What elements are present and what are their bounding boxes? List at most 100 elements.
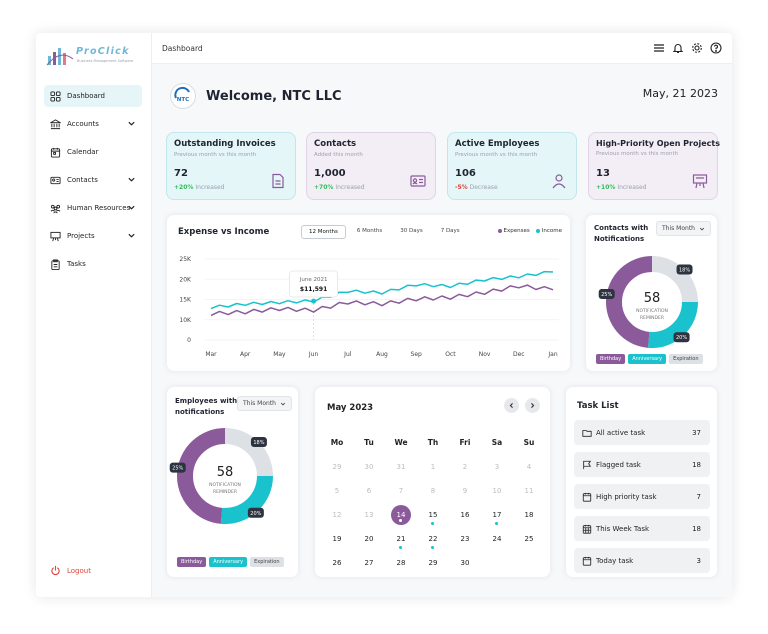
event-dot <box>495 522 498 525</box>
legend-income: Income <box>535 228 562 234</box>
donut-center-label: REMINDER <box>213 489 237 495</box>
task-count: 18 <box>692 460 701 469</box>
calendar-day[interactable]: 18 <box>524 511 534 519</box>
bell-icon[interactable] <box>672 42 684 54</box>
calendar-day[interactable]: 25 <box>524 535 534 543</box>
task-item-this-week[interactable]: This Week Task 18 <box>574 516 710 541</box>
card-change: +20% <box>174 184 194 191</box>
weekday-label: We <box>394 438 408 447</box>
logout-button[interactable]: Logout <box>50 565 91 576</box>
calendar-day[interactable]: 30 <box>460 559 470 567</box>
calendar-day[interactable]: 4 <box>526 463 532 471</box>
calendar-day[interactable]: 6 <box>366 487 372 495</box>
menu-icon[interactable] <box>653 42 665 54</box>
task-label: Flagged task <box>596 460 641 469</box>
calendar-day[interactable]: 13 <box>364 511 374 519</box>
range-30-days[interactable]: 30 Days <box>400 228 423 234</box>
task-item-flagged[interactable]: Flagged task 18 <box>574 452 710 477</box>
calendar-day[interactable]: 17 <box>481 503 513 527</box>
weekday-label: Sa <box>491 438 503 447</box>
calendar-day[interactable]: 21 <box>385 527 417 551</box>
period-select[interactable]: This Month <box>656 221 711 236</box>
calendar-day[interactable]: 26 <box>332 559 342 567</box>
task-item-today[interactable]: Today task 3 <box>574 548 710 573</box>
breadcrumb: Dashboard <box>162 44 203 53</box>
stat-card-invoices[interactable]: Outstanding Invoices Previous month vs t… <box>166 132 296 200</box>
sidebar-item-contacts[interactable]: Contacts <box>44 169 142 191</box>
prev-month-button[interactable] <box>504 398 519 413</box>
calendar-day[interactable]: 29 <box>332 463 342 471</box>
calendar-day[interactable]: 7 <box>398 487 404 495</box>
stat-card-employees[interactable]: Active Employees Previous month vs this … <box>447 132 577 200</box>
calendar-day[interactable]: 3 <box>494 463 500 471</box>
calendar-day[interactable]: 1 <box>430 463 436 471</box>
gear-icon[interactable] <box>691 42 703 54</box>
y-tick-label: 25K <box>179 256 192 263</box>
card-title: High-Priority Open Projects <box>596 139 720 148</box>
series-line-income <box>210 270 554 310</box>
slice-anniversary <box>220 475 273 524</box>
calendar-day[interactable]: 5 <box>334 487 340 495</box>
avatar[interactable]: NTC <box>170 83 196 109</box>
task-item-high-priority[interactable]: High priority task 7 <box>574 484 710 509</box>
folder-icon <box>582 429 592 437</box>
current-date: May, 21 2023 <box>642 87 718 100</box>
logout-label: Logout <box>67 566 91 575</box>
calendar-day[interactable]: 20 <box>364 535 374 543</box>
slice-expiration <box>224 428 273 477</box>
calendar-day[interactable]: 27 <box>364 559 374 567</box>
calendar-day[interactable]: 30 <box>364 463 374 471</box>
slice-label: 18% <box>250 437 267 448</box>
avatar-text: NTC <box>177 97 189 103</box>
card-value: 1,000 <box>314 168 346 179</box>
logo-mark-icon <box>46 48 74 66</box>
stat-card-contacts[interactable]: Contacts Added this month 1,000 +70% Inc… <box>306 132 436 200</box>
contacts-notifications-panel: Contacts with Notifications This Month 18… <box>585 214 718 372</box>
help-icon[interactable] <box>710 42 722 54</box>
calendar-day[interactable]: 28 <box>396 559 406 567</box>
slice-birthday <box>606 256 653 348</box>
calendar-day[interactable]: 31 <box>396 463 406 471</box>
donut-center-value: 58 <box>217 465 234 480</box>
range-12-months[interactable]: 12 Months <box>301 225 346 239</box>
people-icon <box>50 204 61 213</box>
sidebar-item-accounts[interactable]: Accounts <box>44 113 142 135</box>
svg-text:20%: 20% <box>250 511 261 517</box>
calendar-day[interactable]: 19 <box>332 535 342 543</box>
x-tick-label: Oct <box>445 351 456 358</box>
calendar-day[interactable]: 22 <box>417 527 449 551</box>
chart-tooltip: June 2021 $11,591 <box>289 270 338 298</box>
top-bar: Dashboard <box>152 33 732 64</box>
sidebar-item-dashboard[interactable]: Dashboard <box>44 85 142 107</box>
task-item-all-active[interactable]: All active task 37 <box>574 420 710 445</box>
sidebar-item-tasks[interactable]: Tasks <box>44 253 142 275</box>
calendar-day[interactable]: 9 <box>462 487 468 495</box>
period-select[interactable]: This Month <box>237 396 292 411</box>
calendar-day[interactable]: 15 <box>417 503 449 527</box>
stat-card-projects[interactable]: High-Priority Open Projects Previous mon… <box>588 132 720 200</box>
calendar-day[interactable]: 23 <box>460 535 470 543</box>
card-title: Contacts <box>314 139 357 149</box>
x-tick-label: Sep <box>411 351 423 358</box>
next-month-button[interactable] <box>525 398 540 413</box>
calendar-day[interactable]: 11 <box>524 487 534 495</box>
calendar-day[interactable]: 29 <box>428 559 438 567</box>
calendar-day[interactable]: 10 <box>492 487 502 495</box>
calendar-day[interactable]: 24 <box>492 535 502 543</box>
bank-icon <box>50 118 61 129</box>
sidebar-item-calendar[interactable]: Calendar <box>44 141 142 163</box>
panel-title: Employees with notifications <box>175 397 238 416</box>
calendar-day[interactable]: 2 <box>462 463 468 471</box>
sidebar-item-projects[interactable]: Projects <box>44 225 142 247</box>
tooltip-value: $11,591 <box>300 286 327 293</box>
range-7-days[interactable]: 7 Days <box>440 228 460 234</box>
legend-anniversary: Anniversary <box>628 354 667 364</box>
x-tick-label: Apr <box>240 351 251 358</box>
sidebar-item-human-resources[interactable]: Human Resources <box>44 197 142 219</box>
calendar-day[interactable]: 16 <box>460 511 470 519</box>
range-6-months[interactable]: 6 Months <box>356 228 383 234</box>
calendar-day[interactable]: 8 <box>430 487 436 495</box>
brand-logo[interactable]: ProClick Business Management Software <box>46 43 146 69</box>
calendar-day[interactable]: 12 <box>332 511 342 519</box>
calendar-day[interactable]: 14 <box>385 503 417 527</box>
